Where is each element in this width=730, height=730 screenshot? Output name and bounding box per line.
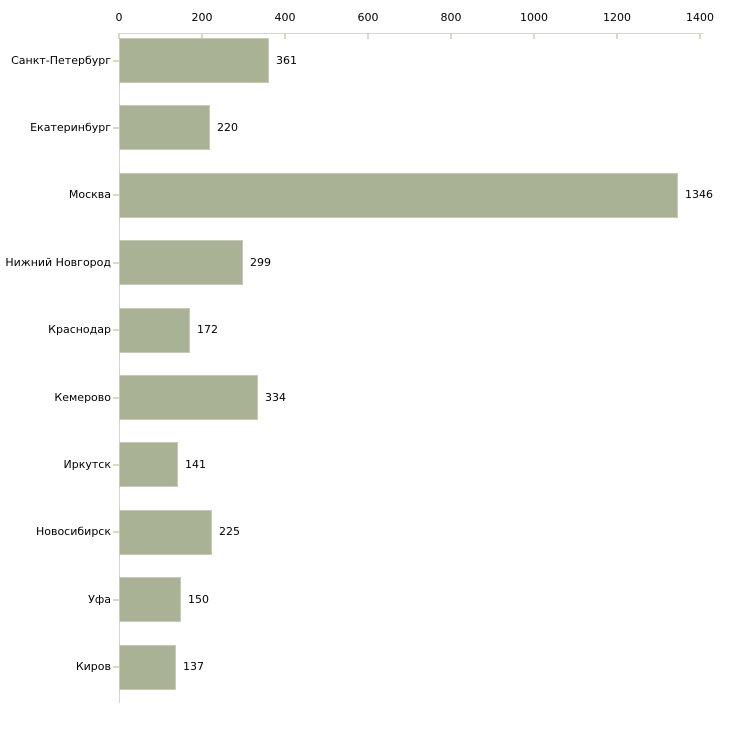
value-label: 150 bbox=[188, 592, 209, 606]
y-axis-tick-mark bbox=[113, 396, 119, 399]
x-axis-tick-label: 1400 bbox=[686, 11, 714, 24]
x-axis-tick-mark bbox=[450, 33, 452, 39]
value-label: 141 bbox=[185, 457, 206, 471]
bar bbox=[119, 172, 678, 218]
bar bbox=[119, 375, 258, 420]
value-label: 225 bbox=[219, 525, 240, 539]
y-axis-tick-mark bbox=[113, 463, 119, 466]
x-axis-tick-label: 0 bbox=[115, 11, 123, 24]
bar bbox=[119, 307, 190, 353]
x-axis-line bbox=[119, 33, 703, 34]
value-label: 172 bbox=[197, 323, 218, 337]
x-axis-tick-label: 800 bbox=[440, 11, 462, 24]
x-axis-tick-mark bbox=[284, 33, 286, 39]
category-label: Иркутск bbox=[63, 457, 111, 471]
x-axis-tick-mark bbox=[616, 33, 618, 39]
x-axis-tick-label: 1000 bbox=[520, 11, 548, 24]
value-label: 220 bbox=[217, 120, 238, 134]
value-label: 334 bbox=[265, 390, 286, 404]
value-label: 137 bbox=[183, 660, 204, 674]
x-axis-tick-mark bbox=[118, 33, 120, 39]
bar bbox=[119, 442, 178, 488]
category-label: Киров bbox=[75, 660, 111, 674]
y-axis-tick-mark bbox=[113, 598, 119, 601]
bar bbox=[119, 38, 269, 83]
category-label: Кемерово bbox=[54, 390, 111, 404]
y-axis-tick-mark bbox=[113, 261, 119, 264]
x-axis-tick-mark bbox=[699, 33, 701, 39]
category-label: Екатеринбург bbox=[30, 120, 111, 134]
value-label: 299 bbox=[250, 255, 271, 269]
category-label: Санкт-Петербург bbox=[11, 53, 111, 67]
value-label: 361 bbox=[276, 53, 297, 67]
bar bbox=[119, 577, 181, 623]
x-axis-tick-label: 600 bbox=[357, 11, 379, 24]
category-label: Москва bbox=[68, 188, 111, 202]
x-axis-tick-label: 400 bbox=[274, 11, 296, 24]
y-axis-tick-mark bbox=[113, 59, 119, 62]
category-label: Нижний Новгород bbox=[5, 255, 111, 269]
y-axis-tick-mark bbox=[113, 531, 119, 534]
bar bbox=[119, 105, 210, 151]
x-axis-tick-mark bbox=[367, 33, 369, 39]
x-axis-tick-label: 1200 bbox=[603, 11, 631, 24]
y-axis-tick-mark bbox=[113, 666, 119, 669]
y-axis-tick-mark bbox=[113, 329, 119, 332]
y-axis-line bbox=[119, 33, 120, 703]
bar bbox=[119, 509, 212, 555]
category-label: Уфа bbox=[88, 592, 111, 606]
category-label: Краснодар bbox=[48, 323, 111, 337]
x-axis-tick-mark bbox=[533, 33, 535, 39]
bar bbox=[119, 644, 176, 690]
value-label: 1346 bbox=[685, 188, 713, 202]
x-axis-tick-mark bbox=[201, 33, 203, 39]
y-axis-tick-mark bbox=[113, 126, 119, 129]
x-axis-tick-label: 200 bbox=[191, 11, 213, 24]
y-axis-tick-mark bbox=[113, 194, 119, 197]
category-label: Новосибирск bbox=[35, 525, 111, 539]
bar bbox=[119, 240, 243, 286]
